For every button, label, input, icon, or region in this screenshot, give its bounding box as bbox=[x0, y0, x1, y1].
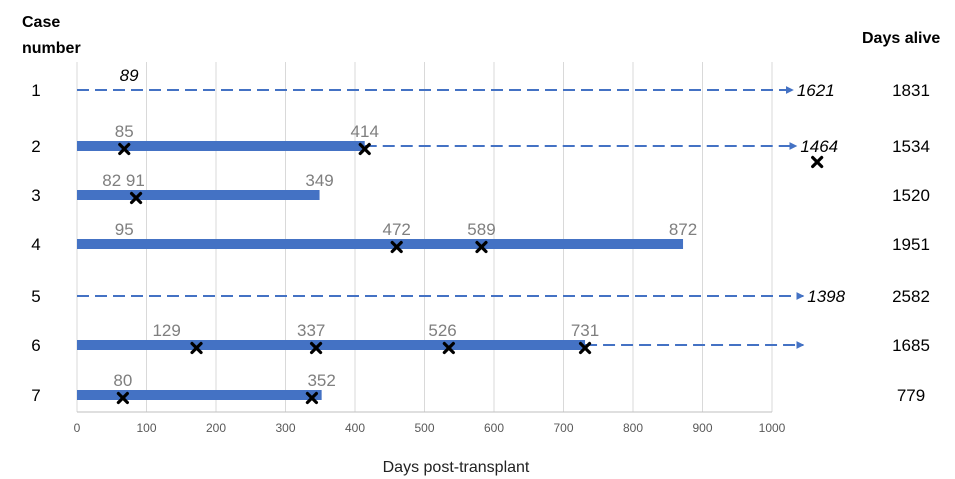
case-row-5: 5 2582 1398 bbox=[31, 287, 930, 306]
case-number: 5 bbox=[31, 287, 40, 306]
x-tick-label: 500 bbox=[414, 421, 434, 435]
days-alive-header: Days alive bbox=[862, 30, 940, 47]
event-day-label: 589 bbox=[467, 220, 495, 239]
x-tick-label: 200 bbox=[206, 421, 226, 435]
event-marker bbox=[578, 341, 592, 355]
survival-bar bbox=[77, 239, 684, 249]
follow-up-day-label: 1621 bbox=[797, 81, 835, 100]
case-rows: 1 1831 89 1621 2 1534 85 414 1464 3 1520 82 91 349 4 1… bbox=[31, 66, 930, 405]
x-axis-label: Days post-transplant bbox=[383, 459, 530, 476]
event-marker bbox=[358, 142, 371, 156]
case-row-3: 3 1520 82 91 349 bbox=[31, 171, 930, 205]
case-number: 2 bbox=[31, 137, 40, 156]
event-day-label: 82 91 bbox=[102, 171, 145, 190]
case-row-7: 7 779 80 352 bbox=[31, 371, 925, 405]
survival-bar bbox=[77, 190, 320, 200]
days-alive-value: 1520 bbox=[892, 186, 930, 205]
event-day-label: 352 bbox=[307, 371, 335, 390]
event-marker bbox=[811, 155, 824, 169]
x-tick-label: 700 bbox=[553, 421, 573, 435]
case-row-1: 1 1831 89 1621 bbox=[31, 66, 930, 100]
event-day-label: 872 bbox=[669, 220, 697, 239]
case-number: 6 bbox=[31, 336, 40, 355]
case-number: 3 bbox=[31, 186, 40, 205]
x-axis: 0 100 200 300 400 500 600 700 800 900 1000 bbox=[74, 411, 786, 435]
event-marker bbox=[390, 240, 403, 254]
x-tick-label: 300 bbox=[275, 421, 295, 435]
event-day-label: 731 bbox=[571, 321, 599, 340]
event-marker bbox=[116, 391, 129, 405]
event-day-label: 95 bbox=[115, 220, 134, 239]
event-marker bbox=[118, 142, 131, 156]
case-number: 7 bbox=[31, 386, 40, 405]
event-marker bbox=[305, 391, 319, 405]
case-row-2: 2 1534 85 414 1464 bbox=[31, 122, 930, 169]
x-tick-label: 100 bbox=[136, 421, 156, 435]
days-alive-value: 1951 bbox=[892, 235, 930, 254]
event-marker bbox=[475, 240, 488, 254]
x-tick-label: 400 bbox=[345, 421, 365, 435]
days-alive-value: 1831 bbox=[892, 81, 930, 100]
survival-bar bbox=[77, 141, 365, 151]
x-tick-label: 800 bbox=[623, 421, 643, 435]
case-row-4: 4 1951 95 472 589 872 bbox=[31, 220, 930, 254]
x-tick-label: 0 bbox=[74, 421, 81, 435]
event-marker bbox=[309, 341, 323, 355]
event-day-label: 472 bbox=[383, 220, 411, 239]
event-day-label: 349 bbox=[305, 171, 333, 190]
survival-bar bbox=[77, 390, 322, 400]
case-row-6: 6 1685 129 337 526 731 bbox=[31, 321, 930, 355]
case-header-line2: number bbox=[22, 40, 81, 57]
event-day-label: 85 bbox=[115, 122, 134, 141]
x-tick-label: 600 bbox=[484, 421, 504, 435]
x-tick-label: 1000 bbox=[759, 421, 786, 435]
event-day-label: 414 bbox=[351, 122, 379, 141]
event-day-label: 526 bbox=[428, 321, 456, 340]
days-alive-value: 1685 bbox=[892, 336, 930, 355]
event-day-label: 89 bbox=[120, 66, 139, 85]
event-marker bbox=[190, 341, 203, 355]
x-tick-label: 900 bbox=[692, 421, 712, 435]
event-day-label: 129 bbox=[152, 321, 180, 340]
survival-bar bbox=[77, 340, 586, 350]
days-alive-value: 779 bbox=[897, 386, 925, 405]
days-alive-value: 1534 bbox=[892, 137, 930, 156]
case-number: 4 bbox=[31, 235, 40, 254]
grid-lines bbox=[76, 62, 773, 412]
event-marker bbox=[129, 191, 143, 205]
days-alive-value: 2582 bbox=[892, 287, 930, 306]
follow-up-day-label: 1464 bbox=[800, 137, 838, 156]
event-day-label: 337 bbox=[297, 321, 325, 340]
event-marker bbox=[442, 341, 455, 355]
case-number: 1 bbox=[31, 81, 40, 100]
event-day-label: 80 bbox=[113, 371, 132, 390]
case-header-line1: Case bbox=[22, 14, 60, 31]
follow-up-day-label: 1398 bbox=[807, 287, 845, 306]
